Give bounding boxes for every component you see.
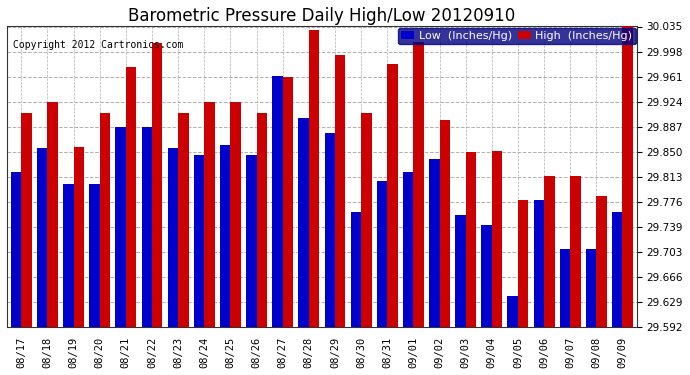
Bar <box>178 112 188 327</box>
Text: Copyright 2012 Cartronics.com: Copyright 2012 Cartronics.com <box>13 39 184 50</box>
Bar <box>37 148 48 327</box>
Bar <box>377 180 387 327</box>
Bar <box>257 112 267 327</box>
Bar <box>230 102 241 327</box>
Bar <box>273 76 283 327</box>
Bar <box>309 30 319 327</box>
Bar <box>533 200 544 327</box>
Bar <box>482 225 492 327</box>
Bar <box>298 118 309 327</box>
Bar <box>455 215 466 327</box>
Bar <box>351 212 361 327</box>
Bar <box>429 159 440 327</box>
Bar <box>115 127 126 327</box>
Bar <box>361 112 371 327</box>
Bar <box>440 120 450 327</box>
Bar <box>387 64 397 327</box>
Bar <box>63 184 74 327</box>
Bar <box>246 155 257 327</box>
Bar <box>518 200 529 327</box>
Bar <box>507 296 518 327</box>
Legend: Low  (Inches/Hg), High  (Inches/Hg): Low (Inches/Hg), High (Inches/Hg) <box>398 28 635 44</box>
Bar <box>100 112 110 327</box>
Bar <box>152 44 162 327</box>
Bar <box>283 77 293 327</box>
Bar <box>413 42 424 327</box>
Bar <box>466 152 476 327</box>
Title: Barometric Pressure Daily High/Low 20120910: Barometric Pressure Daily High/Low 20120… <box>128 7 515 25</box>
Bar <box>570 176 581 327</box>
Bar <box>11 172 21 327</box>
Bar <box>126 67 137 327</box>
Bar <box>596 196 607 327</box>
Bar <box>89 184 100 327</box>
Bar <box>21 112 32 327</box>
Bar <box>403 172 413 327</box>
Bar <box>220 145 230 327</box>
Bar <box>622 27 633 327</box>
Bar <box>194 155 204 327</box>
Bar <box>586 249 596 327</box>
Bar <box>612 212 622 327</box>
Bar <box>560 249 570 327</box>
Bar <box>168 148 178 327</box>
Bar <box>335 55 346 327</box>
Bar <box>544 176 555 327</box>
Bar <box>324 133 335 327</box>
Bar <box>74 147 84 327</box>
Bar <box>204 102 215 327</box>
Bar <box>492 152 502 327</box>
Bar <box>48 102 58 327</box>
Bar <box>141 127 152 327</box>
